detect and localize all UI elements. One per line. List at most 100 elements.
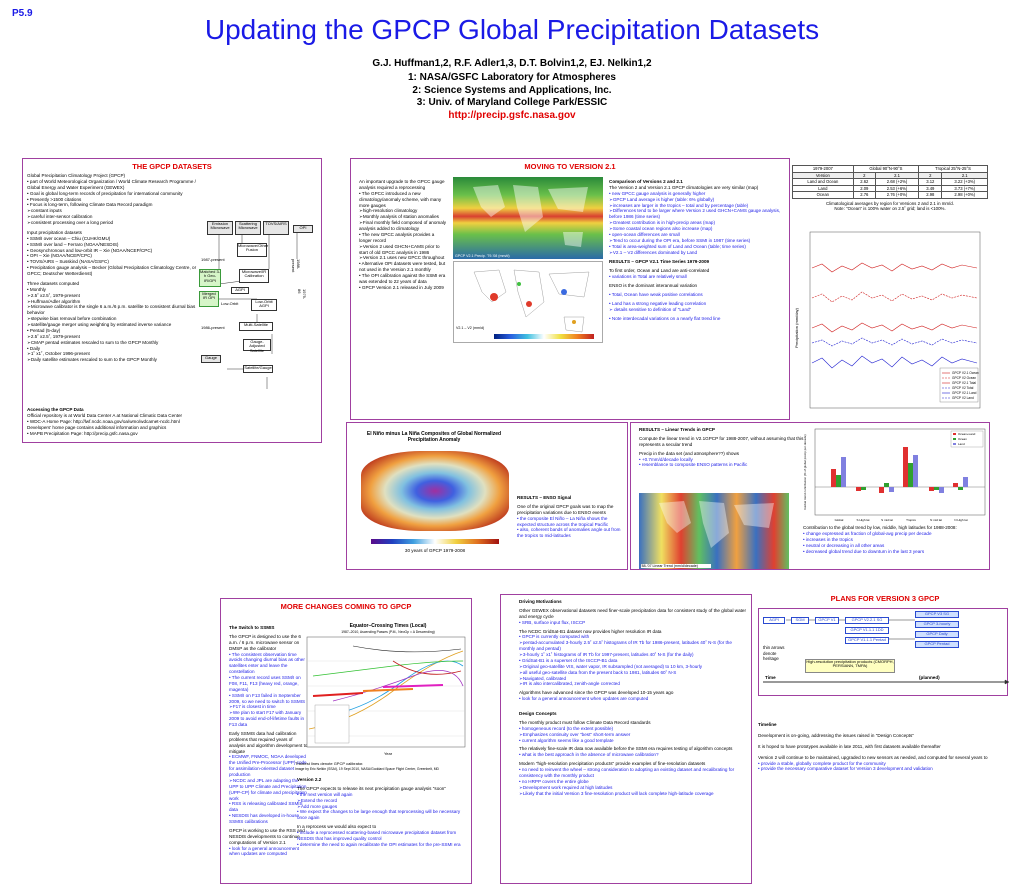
series-line <box>811 337 978 347</box>
results-line: • variations in Total are relatively sma… <box>609 274 687 280</box>
orbit-line <box>362 688 414 692</box>
list-item: • part of World Meteorological Organizat… <box>27 178 196 190</box>
trend-map-label: '88-'07 Linear Trend (mm/d/decade) <box>641 563 711 568</box>
design-line: • homogeneous record (to the extent poss… <box>519 725 614 731</box>
v21-map1-label: GPCP V2.1 Precip. '79-'08 (mm/d) <box>455 253 510 258</box>
design-line: The monthly product must follow Climate … <box>519 719 651 725</box>
bar <box>884 483 889 487</box>
series-line <box>811 322 978 333</box>
access-line: Official repository is at World Data Cen… <box>27 412 183 418</box>
eq-credit: Image by Eric Nelkin (SSAI), 19 Sept 201… <box>295 767 439 771</box>
flow-y1986: 1986-present <box>201 325 225 330</box>
v21-precip-map: GPCP V2.1 Precip. '79-'08 (mm/d) <box>453 177 603 259</box>
access-line[interactable]: • WDC-A Home Page: http://lwf.ncdc.noaa.… <box>27 418 180 424</box>
results-line: ➢ details sensitive to definition of "La… <box>609 306 692 312</box>
ssmis-line: • ECMWF, FNMOC, NOAA developed the Unifi… <box>229 754 307 777</box>
v21-line: ➢Final monthly field composed of anomaly… <box>359 220 447 231</box>
access-line[interactable]: • MAPB Precipitation Page: http://precip… <box>27 430 138 436</box>
ts-ylabel: Precipitation (mm/day) <box>794 307 799 348</box>
series-line <box>811 262 978 273</box>
bar-legend: Ocean+Land Ocean Land <box>950 430 984 448</box>
v22-line: ➢Extend the record <box>297 797 338 803</box>
panel-enso: El Niño minus La Niña Composites of Glob… <box>346 422 628 570</box>
list-item: ➢consistent processing over a long perio… <box>27 220 114 225</box>
datasets-text: Global Precipitation Climatology Project… <box>27 173 197 363</box>
plans-agpi: AGPI <box>763 617 785 624</box>
bar <box>953 483 958 487</box>
enso-map-title: El Niño minus La Niña Composites of Glob… <box>366 431 502 444</box>
three-list: • Monthly ➢2.5˚ x2.5˚, 1979-present ➢Huf… <box>27 287 197 363</box>
drivers-line: ➢IR is also intercalibrated, zenith-angl… <box>519 681 620 687</box>
comparison-line: The Version 2 and Version 2.1 GPCP clima… <box>609 184 759 190</box>
color-scale-bar <box>494 334 594 339</box>
design-line: • no HRPP covers the entire globe <box>519 778 589 784</box>
bar <box>908 463 913 487</box>
caption-line: • change expressed as fraction of global… <box>803 530 932 536</box>
results-line: • Total, Ocean have weak positive correl… <box>609 291 703 297</box>
ssmis-line: • SSM/I on F13 failed in September 2009,… <box>229 692 306 704</box>
table-row: Land and Ocean 2.62 2.68 (+2%) 3.12 3.22… <box>792 178 988 186</box>
trend-map-shapes <box>659 501 774 548</box>
drivers-line: • look for a general announcement when u… <box>519 696 649 702</box>
v21-difference-map: V2.1 – V2 (mm/d) <box>453 261 603 343</box>
eq-note: Thickest lines denote GPCP calibrator. <box>295 761 364 766</box>
panel-gpcp-datasets: THE GPCP DATASETS Global Precipitation C… <box>22 158 322 443</box>
ssmis-line: • The current record uses SSM/I on F08, … <box>229 675 301 692</box>
affiliation-1: 1: NASA/GSFC Laboratory for Atmospheres <box>408 72 616 83</box>
ssmis-heading: The Switch to SSMIS <box>229 625 275 630</box>
plans-flow-diagram: AGPI SGM GPCP V1 GPCP V2.2.1 SG GPCP V1.… <box>758 608 1009 696</box>
affiliations: 1: NASA/GSFC Laboratory for Atmospheres … <box>0 72 1024 122</box>
timeline-line: • provide a stable, globally complete pr… <box>758 760 886 766</box>
author-line: G.J. Huffman1,2, R.F. Adler1,3, D.T. Bol… <box>0 58 1024 71</box>
bar <box>856 487 861 491</box>
trends-text: RESULTS – Linear Trends in GPCP Compute … <box>639 427 804 468</box>
series-line <box>811 355 978 369</box>
panel-driving-motivations: Driving Motivations Other GEWEX observat… <box>500 594 752 884</box>
drivers-line: ➢Navigated, calibrated <box>519 675 567 681</box>
plans-v111-pentad: GPCP V1.1.1 Pentad <box>845 637 889 644</box>
bar-category: Global <box>835 518 844 522</box>
panel-title-changes: MORE CHANGES COMING TO GPCP <box>280 602 412 611</box>
list-item: • SSM/I over land – Ferraro (NOAA/NESDIS… <box>27 241 119 247</box>
list-item: • Precipitation gauge analysis – Becker … <box>27 265 197 276</box>
list-item: ➢satellite/gauge merger using weighting … <box>27 322 172 327</box>
caption-line: • neutral or decreasing in all other are… <box>803 542 885 548</box>
table-cell: 2.76 (+0%) <box>874 191 920 199</box>
legend-entry: GPCP V2 Ocean <box>952 376 976 380</box>
results-line: • Note interdecadal variations on a near… <box>609 315 721 321</box>
v21-map2-label: V2.1 – V2 (mm/d) <box>456 325 485 330</box>
v21-line: • The GPCC introduced a new climatology/… <box>359 190 442 208</box>
ssmis-line: • RSS is releasing calibrated SSMIS data <box>229 801 303 813</box>
eq-subtitle: 1987–2010, Ascending Passes (P.M., NeoGp… <box>341 630 435 634</box>
bar <box>913 455 918 487</box>
v21-line: An important upgrade to the GPCC gauge a… <box>359 179 445 190</box>
flow-low-orbit-agpi: Low-Orbit AGPI <box>251 299 277 311</box>
version-table: 1979-2007 Global 90°N-90°S Tropical 25°N… <box>792 165 988 199</box>
plans-arrows-note: thin arrows denote heritage <box>763 645 785 661</box>
table-row: Land 2.09 2.53 (+6%) 3.49 3.73 (+7%) <box>792 184 988 192</box>
flow-agpi: AGPI <box>231 287 249 294</box>
design-line: ➢Development work required at high latit… <box>519 784 613 790</box>
plans-hrpp: High-resolution precipitation products (… <box>805 659 895 673</box>
v22-line: • determine the need to again recalibrat… <box>297 841 461 847</box>
access-section: Accessing the GPCP Data Official reposit… <box>27 407 317 436</box>
legend-entry: GPCP V2.1 Ocean <box>952 371 979 375</box>
orbit-line <box>312 692 364 697</box>
list-item: • Daily <box>27 345 41 351</box>
ssmis-line: Early SSMIS data had calibration problem… <box>229 730 308 754</box>
website-link[interactable]: http://precip.gsfc.nasa.gov <box>448 109 576 121</box>
caption-line: • increases in the tropics <box>803 536 853 542</box>
ts-legend: GPCP V2.1 Ocean GPCP V2 Ocean GPCP V2.1 … <box>939 367 979 403</box>
legend-entry: GPCP V2 Total <box>952 386 974 390</box>
plans-section: PLANS FOR VERSION 3 GPCP AGPI SGM GPCP V… <box>754 594 1016 884</box>
drivers-line: • SRB, surface input flux, ISCCP <box>519 619 586 625</box>
list-item: ➢Daily satellite estimates rescaled to s… <box>27 357 157 363</box>
version-table-block: 1979-2007 Global 90°N-90°S Tropical 25°N… <box>792 165 988 212</box>
ssmis-line: ➢NCDC and JPL are adapting the UPP to UP… <box>229 777 307 801</box>
bar-category: Tropics <box>906 518 916 522</box>
v21-line: • The new GPCC analysis provides a longe… <box>359 231 435 243</box>
list-item: • Goal is global long-term records of pr… <box>27 190 183 196</box>
design-line: Modern "high-resolution precipitation pr… <box>519 761 706 767</box>
enso-line: • also, coherent bands of anomalies angl… <box>517 527 621 539</box>
list-item: ➢careful inter-sensor calibration <box>27 214 93 220</box>
